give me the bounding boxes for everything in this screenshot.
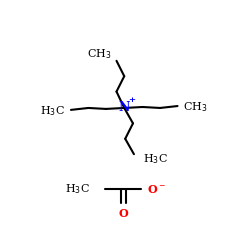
Text: CH$_3$: CH$_3$ bbox=[87, 47, 112, 61]
Text: O$^-$: O$^-$ bbox=[146, 183, 166, 195]
Text: N: N bbox=[118, 102, 130, 114]
Text: +: + bbox=[128, 96, 136, 104]
Text: CH$_3$: CH$_3$ bbox=[183, 100, 208, 114]
Text: H$_3$C: H$_3$C bbox=[143, 152, 168, 166]
Text: H$_3$C: H$_3$C bbox=[40, 104, 65, 118]
Text: H$_3$C: H$_3$C bbox=[66, 182, 90, 196]
Text: O: O bbox=[118, 208, 128, 219]
